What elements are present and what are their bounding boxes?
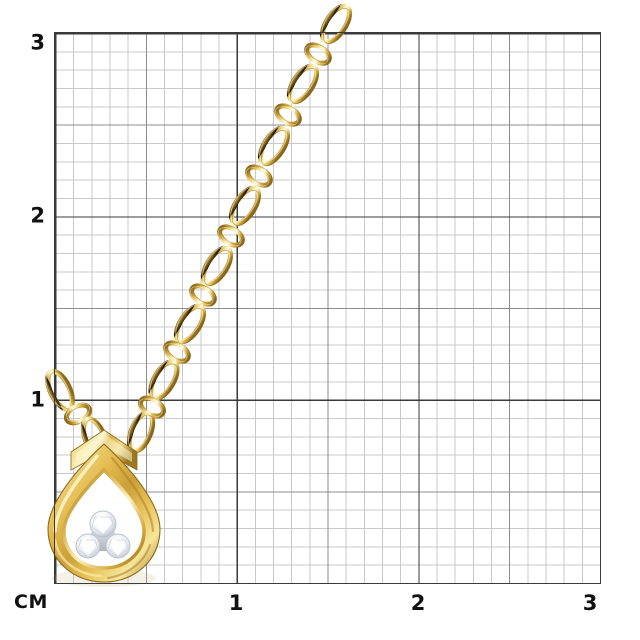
x-tick-1: 1: [228, 591, 244, 615]
x-tick-2: 2: [410, 591, 426, 615]
unit-label: CM: [14, 591, 48, 613]
y-tick-3: 3: [30, 30, 45, 55]
x-tick-3: 3: [582, 591, 598, 615]
measurement-grid: [55, 33, 600, 583]
y-tick-1: 1: [30, 387, 45, 412]
y-tick-2: 2: [30, 203, 45, 228]
